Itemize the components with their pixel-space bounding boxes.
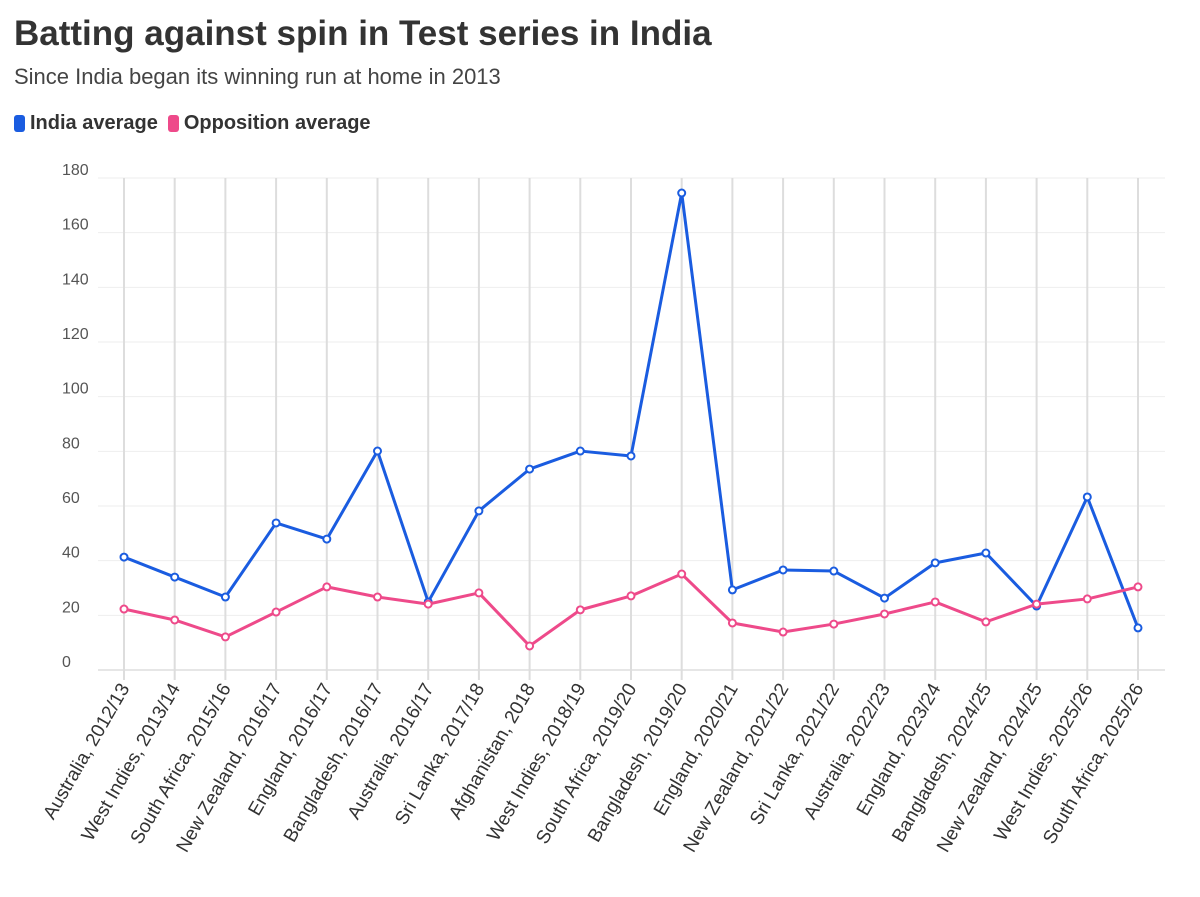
chart-title: Batting against spin in Test series in I…: [14, 14, 712, 53]
y-tick-label: 140: [62, 271, 89, 288]
y-tick-label: 40: [62, 545, 80, 562]
legend-swatch-india: [14, 115, 25, 132]
legend: India average Opposition average: [14, 112, 371, 135]
data-point: [322, 582, 332, 592]
data-point: [930, 558, 940, 568]
y-tick-label: 160: [62, 217, 89, 234]
data-point: [829, 566, 839, 576]
data-point: [575, 605, 585, 615]
data-point: [727, 585, 737, 595]
x-tick-label: Sri Lanka, 2017/18: [391, 680, 489, 829]
data-point: [220, 592, 230, 602]
data-point: [1133, 623, 1143, 633]
y-tick-label: 0: [62, 654, 71, 671]
data-point: [220, 632, 230, 642]
y-tick-label: 100: [62, 381, 89, 398]
legend-item-opposition: Opposition average: [167, 112, 371, 135]
data-point: [626, 451, 636, 461]
data-point: [778, 565, 788, 575]
data-point: [271, 607, 281, 617]
y-tick-label: 20: [62, 599, 80, 616]
data-point: [271, 518, 281, 528]
data-point: [930, 597, 940, 607]
legend-label-india: India average: [30, 112, 158, 134]
x-tick-label: South Africa, 2025/26: [1039, 680, 1148, 848]
data-point: [474, 588, 484, 598]
legend-swatch-opposition: [167, 115, 179, 132]
data-point: [778, 627, 788, 637]
data-point: [829, 619, 839, 629]
data-point: [373, 446, 382, 456]
data-point: [981, 548, 991, 558]
data-point: [525, 464, 535, 474]
x-tick-label: Sri Lanka, 2021/22: [746, 680, 844, 829]
data-point: [626, 591, 636, 601]
data-point: [423, 599, 433, 609]
data-point: [880, 593, 889, 603]
data-point: [373, 592, 382, 602]
data-point: [880, 609, 889, 619]
chart-subtitle: Since India began its winning run at hom…: [14, 64, 501, 89]
data-point: [1082, 594, 1092, 604]
data-point: [677, 569, 687, 579]
legend-label-opposition: Opposition average: [183, 112, 371, 134]
data-point: [170, 572, 180, 582]
data-point: [119, 552, 129, 562]
y-tick-label: 180: [62, 162, 89, 179]
data-point: [1032, 599, 1042, 609]
data-point: [981, 617, 991, 627]
data-point: [727, 618, 737, 628]
data-point: [322, 534, 332, 544]
y-tick-label: 120: [62, 326, 89, 343]
data-point: [474, 506, 484, 516]
data-point: [575, 446, 585, 456]
data-point: [1133, 582, 1143, 592]
data-point: [1082, 492, 1092, 502]
data-point: [677, 188, 687, 198]
y-tick-label: 60: [62, 490, 80, 507]
data-point: [170, 615, 180, 625]
y-tick-label: 80: [62, 435, 80, 452]
data-point: [525, 641, 535, 651]
data-point: [119, 604, 129, 614]
legend-item-india: India average: [14, 112, 158, 135]
